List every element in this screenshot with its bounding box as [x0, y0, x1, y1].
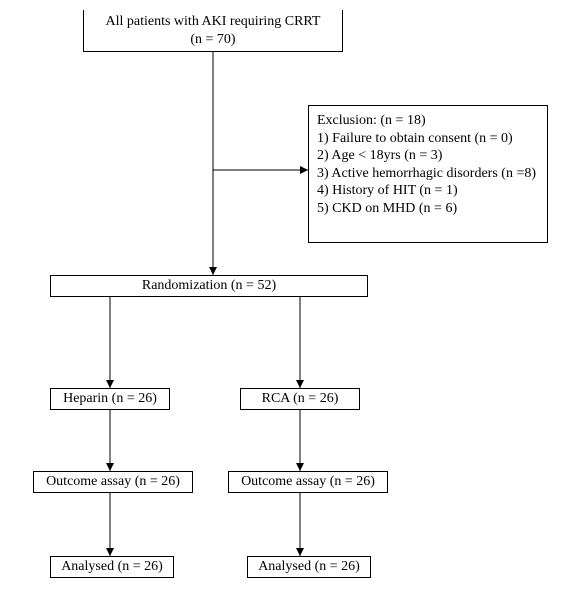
- exclusion-title: Exclusion: (n = 18): [317, 112, 426, 130]
- node-rca-label: RCA (n = 26): [262, 390, 339, 408]
- exclusion-item-3: 3) Active hemorrhagic disorders (n =8): [317, 165, 536, 183]
- flowchart-connectors: [0, 0, 567, 613]
- node-outcome-heparin: Outcome assay (n = 26): [33, 471, 193, 493]
- node-heparin-label: Heparin (n = 26): [63, 390, 157, 408]
- node-analysed-heparin-label: Analysed (n = 26): [61, 558, 163, 576]
- flowchart-canvas: All patients with AKI requiring CRRT (n …: [0, 0, 567, 613]
- exclusion-item-1: 1) Failure to obtain consent (n = 0): [317, 130, 513, 148]
- node-outcome-rca: Outcome assay (n = 26): [228, 471, 388, 493]
- node-analysed-rca-label: Analysed (n = 26): [258, 558, 360, 576]
- exclusion-item-5: 5) CKD on MHD (n = 6): [317, 200, 457, 218]
- node-heparin: Heparin (n = 26): [50, 388, 170, 410]
- node-exclusion: Exclusion: (n = 18) 1) Failure to obtain…: [308, 105, 548, 243]
- node-outcome-rca-label: Outcome assay (n = 26): [241, 473, 375, 491]
- node-outcome-heparin-label: Outcome assay (n = 26): [46, 473, 180, 491]
- node-randomization: Randomization (n = 52): [50, 275, 368, 297]
- node-randomization-label: Randomization (n = 52): [142, 277, 276, 295]
- node-enrollment-line1: All patients with AKI requiring CRRT: [106, 13, 321, 31]
- exclusion-item-2: 2) Age < 18yrs (n = 3): [317, 147, 442, 165]
- node-enrollment-line2: (n = 70): [190, 31, 235, 49]
- node-rca: RCA (n = 26): [240, 388, 360, 410]
- node-enrollment: All patients with AKI requiring CRRT (n …: [83, 10, 343, 52]
- node-analysed-rca: Analysed (n = 26): [247, 556, 371, 578]
- node-analysed-heparin: Analysed (n = 26): [50, 556, 174, 578]
- exclusion-item-4: 4) History of HIT (n = 1): [317, 182, 458, 200]
